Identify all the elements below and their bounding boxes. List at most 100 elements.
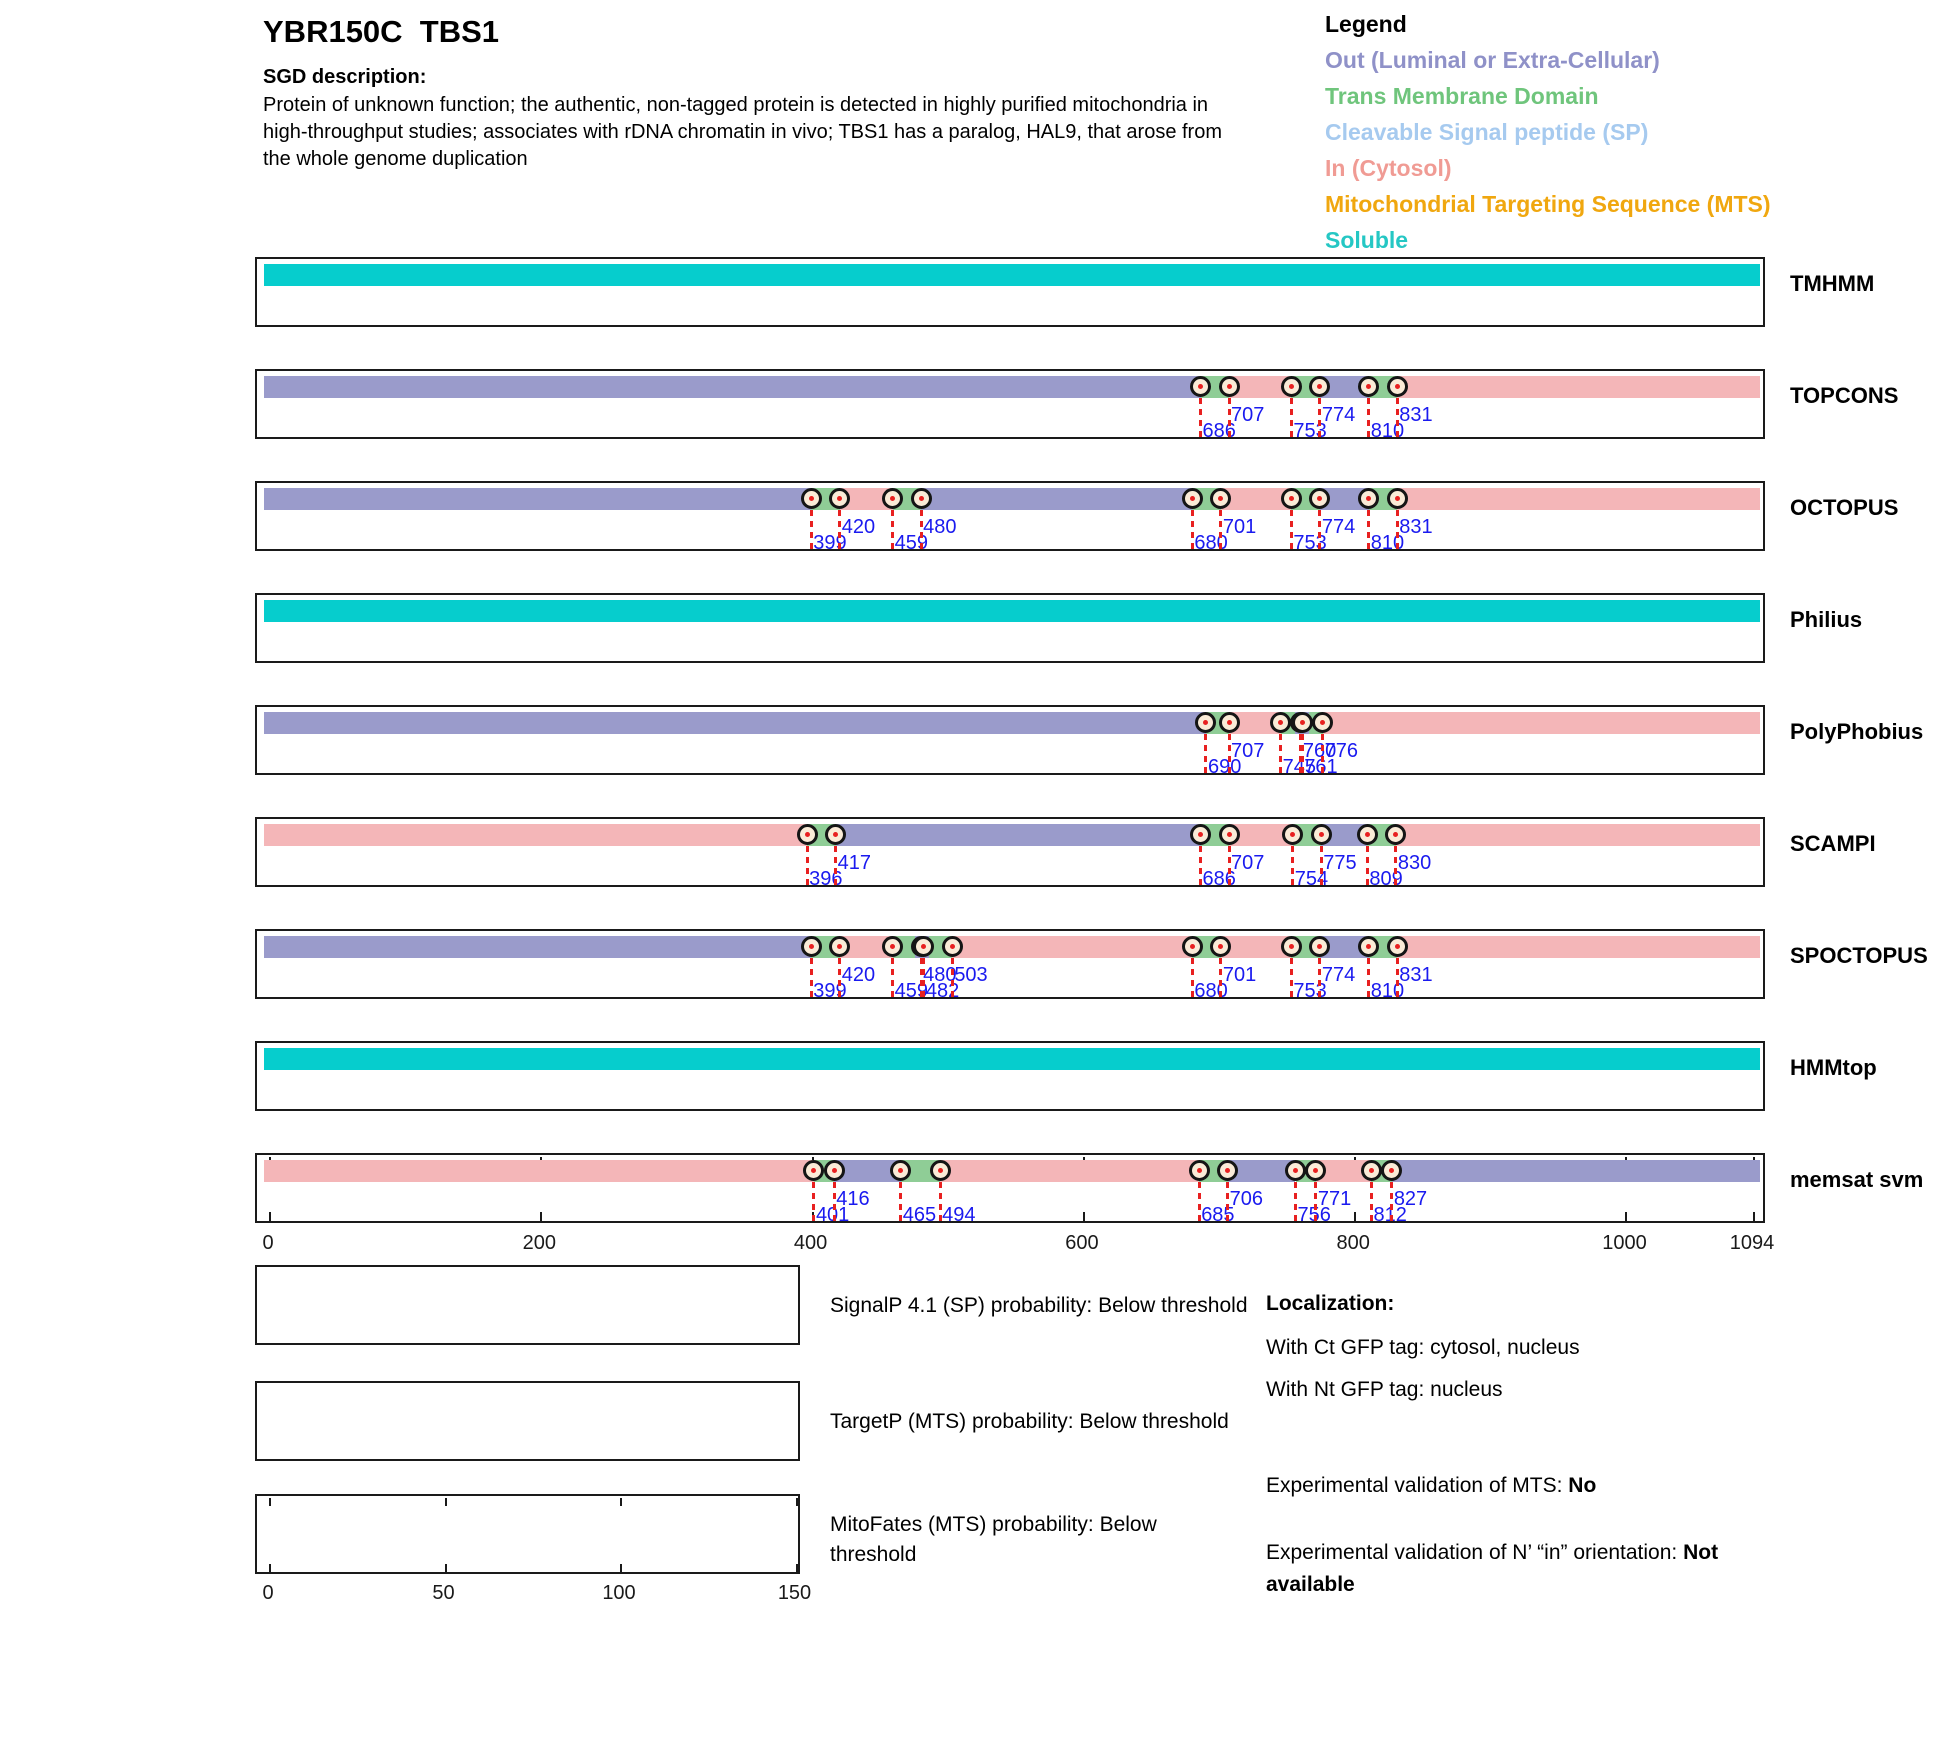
- transition-marker-dot: [1394, 944, 1400, 949]
- mitofates-label: MitoFates (MTS) probability: Below thres…: [830, 1513, 1157, 1566]
- x-axis-label-200: 200: [522, 1232, 556, 1254]
- transition-line-753: [1289, 387, 1293, 437]
- transition-line-680: [1190, 947, 1194, 997]
- transition-marker-dot: [831, 1168, 837, 1173]
- transition-marker-775: [1310, 824, 1332, 845]
- transition-marker-482: [913, 936, 935, 957]
- transition-line-396: [805, 835, 809, 885]
- transition-line-827: [1390, 1171, 1394, 1221]
- transition-line-459: [891, 947, 895, 997]
- segment-in: [1220, 936, 1292, 958]
- segment-out: [1321, 824, 1368, 846]
- transition-line-753: [1289, 499, 1293, 549]
- transition-label-707: 707: [1231, 740, 1265, 762]
- transition-label-756: 756: [1298, 1204, 1331, 1227]
- transition-marker-707: [1218, 712, 1240, 733]
- transition-marker-707: [1218, 824, 1240, 845]
- mitofates-plot-box: [255, 1494, 800, 1574]
- track-name-spoctopus: SPOCTOPUS: [1790, 943, 1928, 968]
- transition-marker-771: [1305, 1160, 1327, 1181]
- transition-line-809: [1365, 835, 1369, 885]
- transition-line-774: [1318, 947, 1322, 997]
- segment-soluble: [264, 600, 1760, 622]
- transition-line-401: [812, 1171, 816, 1221]
- transition-marker-810: [1358, 488, 1380, 509]
- signalp-plot-box: [255, 1265, 800, 1345]
- segment-out: [264, 376, 1201, 398]
- transition-marker-680: [1181, 488, 1203, 509]
- track-box-topcons: 686 707 753 774 810 831: [255, 369, 1765, 442]
- transition-marker-dot: [808, 944, 814, 949]
- transition-label-465: 465: [902, 1204, 937, 1226]
- transition-line-399: [809, 499, 813, 549]
- segment-in: [839, 936, 893, 958]
- transition-marker-dot: [1317, 384, 1323, 389]
- transition-line-706: [1226, 1171, 1230, 1221]
- x-axis-label-0: 0: [262, 1232, 274, 1254]
- transition-marker-dot: [1393, 832, 1399, 837]
- track-box-hmmtop: [255, 1041, 1765, 1111]
- segment-in: [1322, 712, 1760, 734]
- transition-line-686: [1199, 835, 1203, 885]
- x-axis-tick-200: [540, 1212, 543, 1221]
- segment-in: [1397, 376, 1760, 398]
- transition-marker-707: [1218, 376, 1240, 397]
- transition-label-827: 827: [1393, 1188, 1428, 1210]
- transition-marker-dot: [1364, 832, 1370, 837]
- transition-marker-809: [1356, 824, 1378, 845]
- transition-marker-680: [1181, 936, 1203, 957]
- transition-marker-dot: [1318, 832, 1324, 837]
- transition-marker-dot: [949, 944, 955, 949]
- transition-label-420: 420: [841, 516, 876, 538]
- transition-marker-416: [823, 1160, 845, 1181]
- transition-marker-dot: [1225, 1168, 1231, 1173]
- transition-marker-420: [829, 936, 851, 957]
- transition-marker-dot: [918, 496, 924, 501]
- transition-marker-dot: [808, 496, 814, 501]
- transition-marker-690: [1195, 712, 1217, 733]
- transition-line-701: [1219, 499, 1223, 549]
- sgd-description-text: Protein of unknown function; the authent…: [263, 92, 1222, 173]
- segment-in: [1229, 824, 1293, 846]
- transition-line-810: [1367, 499, 1371, 549]
- transition-line-810: [1367, 947, 1371, 997]
- transition-marker-831: [1386, 936, 1408, 957]
- transition-line-685: [1197, 1171, 1201, 1221]
- x-axis-label-800: 800: [1336, 1232, 1370, 1254]
- orientation-validation-label: Experimental validation of N’ “in” orien…: [1266, 1541, 1684, 1564]
- transition-line-831: [1395, 499, 1399, 549]
- mitofates-tick-0: [269, 1564, 271, 1572]
- transition-marker-dot: [837, 496, 843, 501]
- track-name-tmhmm: TMHMM: [1790, 271, 1875, 296]
- mitofates-axis-label-50: 50: [432, 1582, 455, 1604]
- transition-label-480: 480: [923, 964, 957, 986]
- transition-line-774: [1318, 387, 1322, 437]
- transition-line-771: [1314, 1171, 1318, 1221]
- track-name-topcons: TOPCONS: [1790, 383, 1899, 408]
- transition-marker-dot: [898, 1168, 904, 1173]
- targetp-plot-box: [255, 1381, 800, 1461]
- segment-in: [1395, 824, 1760, 846]
- transition-label-494: 494: [942, 1204, 976, 1226]
- transition-label-812: 812: [1373, 1204, 1406, 1227]
- segment-out: [834, 1160, 901, 1182]
- segment-in: [1315, 1160, 1372, 1182]
- transition-line-754: [1291, 835, 1295, 885]
- transition-marker-459: [882, 488, 904, 509]
- mts-validation: Experimental validation of MTS: No: [1266, 1470, 1596, 1502]
- targetp-label: TargetP (MTS) probability: Below thresho…: [830, 1410, 1229, 1433]
- transition-label-745: 745: [1283, 756, 1316, 779]
- transition-label-776: 776: [1324, 740, 1358, 762]
- transition-marker-dot: [1290, 832, 1296, 837]
- transition-marker-dot: [1366, 944, 1372, 949]
- track-name-polyphobius: PolyPhobius: [1790, 719, 1924, 744]
- mitofates-tick-100: [620, 1498, 622, 1506]
- transition-marker-dot: [1278, 720, 1284, 725]
- mitofates-tick-150: [795, 1564, 798, 1572]
- transition-marker-831: [1386, 488, 1408, 509]
- transition-label-831: 831: [1399, 964, 1433, 986]
- transition-label-831: 831: [1399, 404, 1433, 426]
- x-axis-tick-1000: [1625, 1212, 1628, 1221]
